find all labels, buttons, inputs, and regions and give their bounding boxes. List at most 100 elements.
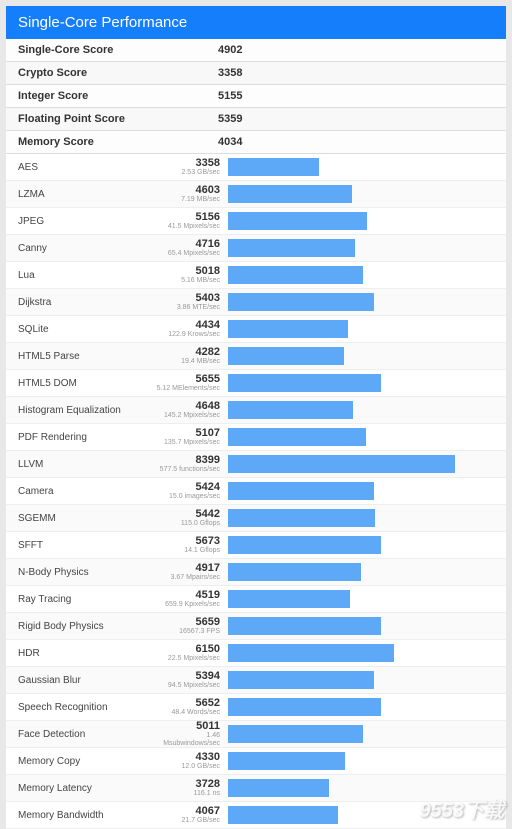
benchmark-score: 8399 xyxy=(148,454,220,466)
benchmark-score-col: 428219.4 MB/sec xyxy=(148,346,228,366)
benchmark-name: PDF Rendering xyxy=(18,432,148,443)
benchmark-bar-area xyxy=(228,185,494,203)
benchmark-score: 5011 xyxy=(148,720,220,732)
benchmark-row: SQLite4434122.9 Krows/sec xyxy=(6,316,506,343)
benchmark-bar xyxy=(228,320,348,338)
benchmark-name: JPEG xyxy=(18,216,148,227)
benchmark-rate: 22.5 Mpixels/sec xyxy=(148,655,220,663)
benchmark-rate: 116.1 ns xyxy=(148,790,220,798)
benchmark-rate: 3.67 Mpairs/sec xyxy=(148,574,220,582)
benchmark-name: Memory Latency xyxy=(18,783,148,794)
benchmark-score-col: 46037.19 MB/sec xyxy=(148,184,228,204)
benchmark-bar-area xyxy=(228,482,494,500)
benchmark-name: Lua xyxy=(18,270,148,281)
summary-label: Floating Point Score xyxy=(18,113,218,125)
benchmark-score-col: 406721.7 GB/sec xyxy=(148,805,228,825)
benchmark-name: Rigid Body Physics xyxy=(18,621,148,632)
benchmark-bar xyxy=(228,779,329,797)
benchmark-name: Speech Recognition xyxy=(18,702,148,713)
benchmark-bar xyxy=(228,563,361,581)
summary-label: Single-Core Score xyxy=(18,44,218,56)
benchmark-score: 4434 xyxy=(148,319,220,331)
benchmark-row: JPEG515641.5 Mpixels/sec xyxy=(6,208,506,235)
benchmark-rate: 5.12 MElements/sec xyxy=(148,385,220,393)
benchmark-rate: 659.9 Kpixels/sec xyxy=(148,601,220,609)
benchmark-score: 5673 xyxy=(148,535,220,547)
benchmark-row: SGEMM5442115.0 Gflops xyxy=(6,505,506,532)
benchmark-rate: 2.53 GB/sec xyxy=(148,169,220,177)
benchmark-score-col: 5442115.0 Gflops xyxy=(148,508,228,528)
benchmark-rate: 21.7 GB/sec xyxy=(148,817,220,825)
benchmark-bar xyxy=(228,401,353,419)
benchmark-row: HTML5 Parse428219.4 MB/sec xyxy=(6,343,506,370)
benchmark-bar xyxy=(228,347,344,365)
benchmark-rate: 48.4 Words/sec xyxy=(148,709,220,717)
benchmark-bar xyxy=(228,698,381,716)
benchmark-score: 4917 xyxy=(148,562,220,574)
benchmark-score: 5659 xyxy=(148,616,220,628)
benchmark-score-col: 471665.4 Mpixels/sec xyxy=(148,238,228,258)
benchmark-score-col: 5107135.7 Mpixels/sec xyxy=(148,427,228,447)
benchmark-rate: 135.7 Mpixels/sec xyxy=(148,439,220,447)
benchmark-bar xyxy=(228,428,366,446)
benchmark-bar xyxy=(228,293,374,311)
benchmark-bar xyxy=(228,536,381,554)
summary-label: Memory Score xyxy=(18,136,218,148)
benchmark-name: Face Detection xyxy=(18,729,148,740)
benchmark-rate: 122.9 Krows/sec xyxy=(148,331,220,339)
benchmark-bar-area xyxy=(228,806,494,824)
benchmark-rate: 94.5 Mpixels/sec xyxy=(148,682,220,690)
benchmark-score: 5403 xyxy=(148,292,220,304)
benchmark-row: Ray Tracing4519659.9 Kpixels/sec xyxy=(6,586,506,613)
benchmark-rate: 145.2 Mpixels/sec xyxy=(148,412,220,420)
benchmark-bar-area xyxy=(228,428,494,446)
benchmark-score-col: 3728116.1 ns xyxy=(148,778,228,798)
summary-value: 3358 xyxy=(218,67,242,79)
benchmark-row: Gaussian Blur539494.5 Mpixels/sec xyxy=(6,667,506,694)
benchmark-name: Camera xyxy=(18,486,148,497)
benchmark-score-col: 515641.5 Mpixels/sec xyxy=(148,211,228,231)
summary-value: 4034 xyxy=(218,136,242,148)
summary-row: Floating Point Score5359 xyxy=(6,108,506,131)
benchmark-score: 4330 xyxy=(148,751,220,763)
benchmark-score-col: 4519659.9 Kpixels/sec xyxy=(148,589,228,609)
benchmark-name: LZMA xyxy=(18,189,148,200)
benchmark-score-col: 539494.5 Mpixels/sec xyxy=(148,670,228,690)
benchmark-score-col: 54033.86 MTE/sec xyxy=(148,292,228,312)
benchmark-row: Speech Recognition565248.4 Words/sec xyxy=(6,694,506,721)
benchmark-bar xyxy=(228,482,374,500)
benchmark-score-col: 8399577.5 functions/sec xyxy=(148,454,228,474)
benchmark-name: SFFT xyxy=(18,540,148,551)
benchmark-score: 4716 xyxy=(148,238,220,250)
benchmark-row: Histogram Equalization4648145.2 Mpixels/… xyxy=(6,397,506,424)
benchmark-row: HDR615022.5 Mpixels/sec xyxy=(6,640,506,667)
benchmark-rate: 12.0 GB/sec xyxy=(148,763,220,771)
benchmark-bar xyxy=(228,509,375,527)
benchmark-bar-area xyxy=(228,536,494,554)
benchmark-rate: 5.16 MB/sec xyxy=(148,277,220,285)
benchmark-rate: 115.0 Gflops xyxy=(148,520,220,528)
benchmark-score-col: 50111.46 Msubwindows/sec xyxy=(148,720,228,747)
benchmark-name: SQLite xyxy=(18,324,148,335)
benchmark-bar xyxy=(228,455,455,473)
summary-row: Crypto Score3358 xyxy=(6,62,506,85)
benchmark-name: Histogram Equalization xyxy=(18,405,148,416)
benchmark-name: N-Body Physics xyxy=(18,567,148,578)
benchmark-rate: 3.86 MTE/sec xyxy=(148,304,220,312)
benchmark-rate: 16567.3 FPS xyxy=(148,628,220,636)
benchmark-bar xyxy=(228,590,350,608)
benchmark-name: Ray Tracing xyxy=(18,594,148,605)
benchmark-name: Canny xyxy=(18,243,148,254)
benchmark-row: SFFT567314.1 Gflops xyxy=(6,532,506,559)
summary-row: Single-Core Score4902 xyxy=(6,39,506,62)
summary-label: Crypto Score xyxy=(18,67,218,79)
benchmark-score-col: 433012.0 GB/sec xyxy=(148,751,228,771)
panel-header: Single-Core Performance xyxy=(6,6,506,39)
benchmark-row: PDF Rendering5107135.7 Mpixels/sec xyxy=(6,424,506,451)
benchmark-bar-area xyxy=(228,725,494,743)
benchmark-table: AES33582.53 GB/secLZMA46037.19 MB/secJPE… xyxy=(6,154,506,829)
benchmark-bar xyxy=(228,158,319,176)
benchmark-bar xyxy=(228,617,381,635)
benchmark-score: 5652 xyxy=(148,697,220,709)
benchmark-row: Dijkstra54033.86 MTE/sec xyxy=(6,289,506,316)
